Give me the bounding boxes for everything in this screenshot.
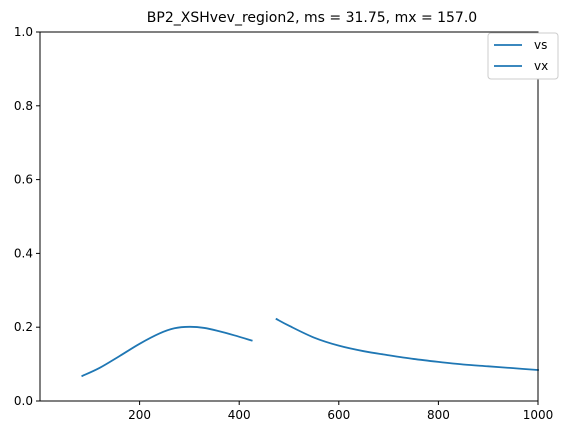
series-line-vs	[82, 327, 251, 376]
x-tick-label: 800	[427, 408, 450, 422]
y-tick-label: 0.6	[14, 173, 33, 187]
y-tick-label: 0.0	[14, 394, 33, 408]
plot-frame	[40, 32, 538, 401]
legend-label-vx: vx	[534, 59, 548, 73]
y-tick-label: 0.8	[14, 99, 33, 113]
x-tick-label: 1000	[523, 408, 554, 422]
series-line-vx	[277, 319, 538, 370]
x-tick-label: 200	[128, 408, 151, 422]
y-tick-label: 0.4	[14, 246, 33, 260]
legend: vs vx	[488, 33, 558, 79]
x-tick-label: 600	[327, 408, 350, 422]
y-tick-label: 0.2	[14, 320, 33, 334]
y-tick-label: 1.0	[14, 25, 33, 39]
legend-label-vs: vs	[534, 38, 547, 52]
x-tick-label: 400	[228, 408, 251, 422]
chart-title: BP2_XSHvev_region2, ms = 31.75, mx = 157…	[147, 10, 477, 26]
